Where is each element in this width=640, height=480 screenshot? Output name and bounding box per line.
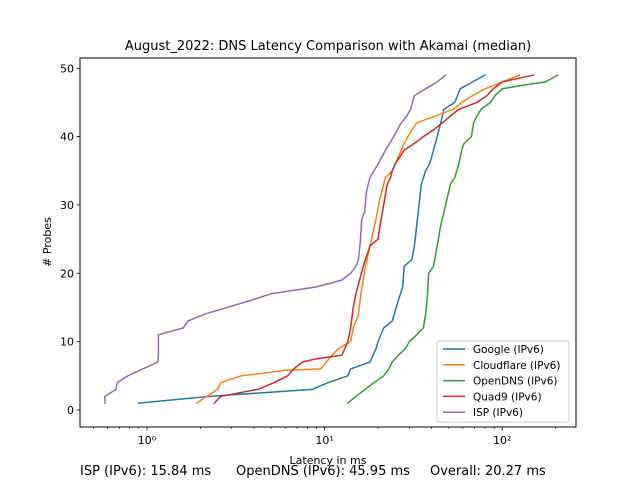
legend: Google (IPv6) Cloudflare (IPv6) OpenDNS (I… (436, 340, 570, 423)
y-tick-label: 50 (60, 62, 74, 75)
y-tick-label: 30 (60, 199, 74, 212)
chart-title: August_2022: DNS Latency Comparison with… (125, 39, 531, 54)
footer-isp-median: ISP (IPv6): 15.84 ms (80, 464, 212, 479)
x-tick-label: 10⁰ (138, 434, 157, 447)
x-axis-label: Latency in ms (290, 454, 367, 467)
x-tick-label: 10² (493, 434, 511, 447)
legend-label: ISP (IPv6) (473, 407, 523, 419)
legend-box (436, 340, 570, 423)
series-line-google-ipv6 (137, 74, 487, 404)
x-tick-label: 10¹ (315, 434, 333, 447)
y-tick-label: 40 (60, 131, 74, 144)
footer-opendns-median: OpenDNS (IPv6): 45.95 ms (236, 464, 410, 479)
legend-label: OpenDNS (IPv6) (473, 376, 558, 388)
legend-label: Cloudflare (IPv6) (473, 360, 560, 372)
legend-label: Google (IPv6) (473, 344, 544, 356)
plot-frame (79, 57, 577, 428)
y-axis-label: # Probes (41, 217, 54, 267)
y-axis: 0 10 20 30 40 50 (60, 62, 80, 417)
series-lines (104, 74, 559, 405)
series-line-cloudflare-ipv6 (195, 74, 521, 405)
series-line-opendns-ipv6 (346, 74, 559, 405)
series-line-isp-ipv6 (104, 74, 447, 404)
y-tick-label: 10 (60, 336, 74, 349)
x-axis: 10⁰ 10¹ 10² (93, 427, 557, 447)
footer-stats: ISP (IPv6): 15.84 ms OpenDNS (IPv6): 45.… (0, 464, 640, 480)
legend-label: Quad9 (IPv6) (473, 391, 542, 403)
y-tick-label: 20 (60, 267, 74, 280)
footer-overall-median: Overall: 20.27 ms (430, 464, 546, 479)
series-line-quad9-ipv6 (213, 74, 535, 405)
y-tick-label: 0 (67, 404, 74, 417)
